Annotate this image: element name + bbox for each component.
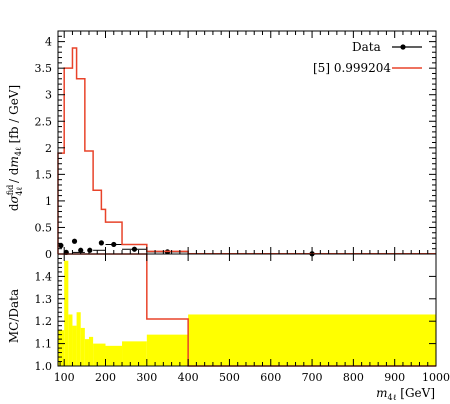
ratio-band-bar: [80, 327, 85, 366]
x-tick-label: 300: [136, 371, 157, 384]
ratio-plot-panel: 1.0 1.1 1.2 1.3 1.4 100 200 300 400 500 600 700 800…: [35, 31, 450, 384]
x-axis-label: m4ℓ [GeV]: [376, 386, 435, 402]
x-tick-label: 800: [343, 371, 364, 384]
x-tick-label: 600: [260, 371, 281, 384]
x-tick-label: 900: [384, 371, 405, 384]
main-y-tick-label: 1: [45, 195, 52, 208]
main-y-tick-label: 4: [45, 36, 52, 49]
ratio-band-bar: [64, 260, 69, 366]
data-point: [87, 247, 93, 253]
ratio-band-bar: [105, 345, 123, 366]
data-point: [71, 238, 78, 244]
data-point: [111, 241, 117, 248]
data-point: [131, 246, 138, 252]
data-point: [58, 242, 64, 249]
main-y-tick-label: 1.5: [35, 168, 53, 181]
main-y-tick-label: 2: [45, 142, 52, 155]
mc-step-histogram: [57, 47, 436, 255]
main-mc-histogram: [57, 47, 436, 255]
x-tick-label: 1000: [422, 371, 450, 384]
main-y-axis: 0 0.5 1 1.5 2 2.5 3 3.5 4: [35, 30, 436, 261]
ratio-band-bar: [76, 312, 81, 366]
ratio-band-bar: [93, 343, 106, 366]
x-tick-label: 400: [178, 371, 199, 384]
data-point: [98, 240, 104, 246]
ratio-y-tick-label: 1.4: [35, 270, 53, 283]
ratio-band-bar: [84, 339, 89, 366]
legend-data-label: Data: [352, 40, 381, 54]
ratio-y-tick-label: 1.0: [35, 360, 53, 373]
ratio-uncertainty-band: [58, 260, 436, 366]
main-y-tick-label: 2.5: [35, 115, 53, 128]
ratio-band-bar: [72, 325, 77, 366]
main-y-tick-label: 3: [45, 89, 52, 102]
ratio-y-axis: 1.0 1.1 1.2 1.3 1.4: [35, 257, 436, 373]
x-tick-label: 100: [54, 371, 75, 384]
legend-mc-label: [5] 0.999204: [313, 61, 391, 75]
ratio-band-bar: [122, 341, 147, 366]
ratio-band-bar: [188, 314, 436, 366]
x-axis: 100 200 300 400 500 600 700 800 900 1000: [54, 31, 450, 384]
x-tick-label: 700: [302, 371, 323, 384]
legend-data-marker: [400, 44, 406, 50]
ratio-band-bar: [68, 314, 73, 366]
main-y-axis-label: dσfid4ℓ / dm4ℓ [fb / GeV]: [6, 85, 24, 211]
ratio-plot-frame: [57, 253, 437, 367]
x-tick-label: 500: [219, 371, 240, 384]
main-y-tick-label: 3.5: [35, 62, 53, 75]
ratio-y-tick-label: 1.1: [35, 338, 53, 351]
ratio-band-bar: [88, 336, 94, 366]
main-y-tick-label: 0: [45, 248, 52, 261]
ratio-y-tick-label: 1.3: [35, 293, 53, 306]
ratio-y-axis-label: MC/Data: [7, 289, 21, 343]
x-tick-label: 200: [95, 371, 116, 384]
legend: Data [5] 0.999204: [313, 40, 422, 75]
ratio-band-bar: [146, 334, 189, 366]
main-y-tick-label: 0.5: [35, 221, 53, 234]
ratio-y-tick-label: 1.2: [35, 315, 53, 328]
